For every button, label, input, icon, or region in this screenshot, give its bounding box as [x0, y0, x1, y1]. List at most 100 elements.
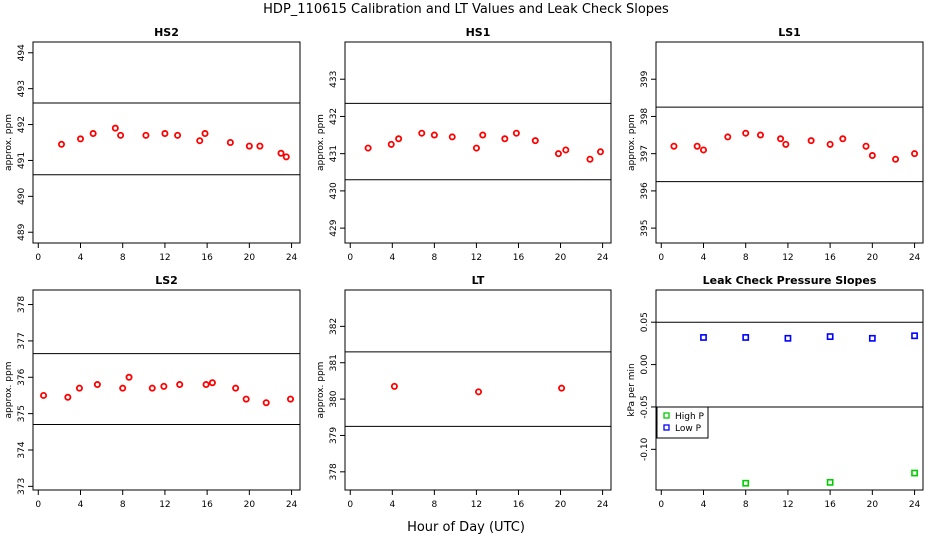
data-point	[119, 384, 127, 392]
x-tick-label: 24	[597, 253, 609, 263]
data-point	[364, 144, 372, 152]
panel-title: HS1	[466, 26, 491, 39]
y-tick-label: 375	[17, 405, 27, 422]
data-point	[208, 379, 216, 387]
data-point	[93, 381, 101, 389]
panel-6: Leak Check Pressure Slopes 0 4 8 12 16 20 24 -0.…	[627, 274, 924, 510]
data-point	[742, 334, 750, 341]
panel-5: LT 0 4 8 12 16 20 24 378 379 380 381 382 approx. ppm	[316, 274, 612, 510]
plot-frame	[344, 41, 612, 244]
y-tick-label: 492	[17, 116, 27, 133]
x-tick-label: 20	[555, 500, 567, 510]
y-tick-label: -0.05	[640, 395, 650, 418]
panel-2: HS1 0 4 8 12 16 20 24 429 430 431 432 433 approx. ppm	[316, 26, 612, 263]
x-tick-label: 0	[347, 500, 353, 510]
x-tick-label: 16	[513, 253, 525, 263]
data-point	[76, 135, 84, 143]
data-point	[742, 479, 750, 487]
y-tick-label: 377	[17, 332, 27, 349]
x-tick-label: 0	[35, 253, 41, 263]
data-point	[807, 137, 815, 145]
x-tick-label: 4	[78, 500, 84, 510]
x-tick-label: 8	[743, 500, 749, 510]
y-tick-label: 380	[329, 390, 339, 407]
data-point	[501, 135, 509, 143]
x-tick-label: 4	[701, 253, 707, 263]
data-point	[911, 469, 918, 477]
x-tick-label: 24	[597, 500, 609, 510]
data-point	[256, 142, 264, 150]
data-point	[756, 131, 764, 139]
x-tick-label: 24	[286, 253, 298, 263]
y-tick-label: 397	[640, 145, 650, 162]
x-tick-label: 24	[909, 500, 921, 510]
y-tick-label: 432	[329, 108, 339, 125]
data-point	[40, 391, 48, 399]
data-point	[782, 140, 790, 148]
data-point	[111, 124, 119, 132]
data-point	[699, 146, 707, 154]
data-point	[911, 332, 918, 340]
data-point	[554, 150, 562, 158]
data-point	[57, 140, 65, 148]
y-tick-label: 398	[640, 108, 650, 125]
data-point	[777, 135, 785, 143]
data-point	[596, 148, 604, 156]
y-axis-label: approx. ppm	[4, 114, 14, 171]
data-point	[418, 129, 426, 137]
y-tick-label: 490	[17, 187, 27, 204]
y-tick-label: 0.05	[640, 312, 650, 332]
x-tick-label: 0	[658, 253, 664, 263]
x-tick-label: 16	[824, 500, 836, 510]
y-axis-label: approx. ppm	[316, 362, 326, 419]
y-tick-label: 489	[17, 223, 27, 240]
data-point	[472, 144, 480, 152]
panel-title: Leak Check Pressure Slopes	[703, 274, 877, 287]
x-tick-label: 4	[389, 500, 395, 510]
y-tick-label: 431	[329, 145, 339, 162]
figure-title: HDP_110615 Calibration and LT Values and…	[263, 2, 669, 17]
data-point	[448, 133, 456, 141]
x-tick-label: 12	[782, 253, 793, 263]
y-tick-label: 429	[329, 219, 339, 236]
panel-1: HS2 0 4 8 12 16 20 24 489 490 491 492 493 494 approx. …	[4, 26, 301, 263]
plot-frame	[344, 289, 612, 491]
y-tick-label: 430	[329, 182, 339, 199]
data-point	[562, 146, 570, 154]
panel-title: LS2	[155, 274, 178, 287]
data-point	[512, 129, 520, 137]
legend-box	[656, 406, 709, 439]
data-point	[826, 333, 834, 341]
x-tick-label: 24	[286, 500, 298, 510]
x-tick-label: 8	[120, 253, 126, 263]
y-tick-label: 374	[17, 441, 27, 458]
y-tick-label: 493	[17, 80, 27, 97]
x-tick-label: 8	[743, 253, 749, 263]
data-point	[430, 131, 438, 139]
data-point	[387, 140, 395, 148]
legend-label: High P	[675, 412, 705, 422]
data-point	[282, 153, 290, 161]
data-point	[479, 131, 487, 139]
data-point	[839, 135, 847, 143]
panel-title: LS1	[778, 26, 801, 39]
data-point	[531, 137, 539, 145]
data-point	[201, 130, 209, 138]
x-tick-label: 12	[159, 500, 170, 510]
x-tick-label: 20	[867, 500, 879, 510]
data-point	[142, 131, 150, 139]
data-point	[176, 381, 184, 389]
y-tick-label: 379	[329, 427, 339, 444]
x-tick-label: 20	[555, 253, 567, 263]
data-point	[475, 388, 483, 396]
x-tick-label: 24	[909, 253, 921, 263]
figure-x-axis-label: Hour of Day (UTC)	[407, 520, 525, 535]
x-tick-label: 0	[658, 500, 664, 510]
x-tick-label: 0	[347, 253, 353, 263]
y-tick-label: 378	[17, 296, 27, 313]
data-point	[670, 142, 678, 150]
y-tick-label: 381	[329, 354, 339, 371]
data-point	[826, 140, 834, 148]
x-tick-label: 16	[824, 253, 836, 263]
